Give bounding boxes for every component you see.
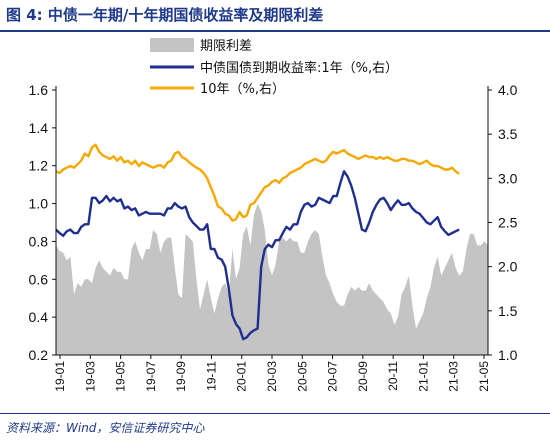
yield-lines-group [55,143,460,341]
legend-label-spread: 期限利差 [200,39,252,54]
figure-title: 图 4: 中债一年期/十年期国债收益率及期限利差 [6,4,323,25]
x-tick-label: 19-05 [114,361,128,392]
left-tick-label: 1.6 [29,82,49,98]
bottom-rule [0,413,550,414]
spread-area [56,203,488,355]
right-tick-label: 2.0 [498,259,518,275]
left-tick-label: 1.4 [29,120,49,136]
axes-group: 0.2 0.4 0.6 0.8 1.0 1.2 1.4 1.6 1.0 1.5 2.0 2.5 3.0 3… [29,82,518,392]
figure-label: 图 4: [6,6,43,24]
x-tick-label: 21-03 [447,361,461,392]
left-tick-label: 0.4 [29,309,49,325]
left-tick-label: 0.2 [29,347,49,363]
right-tick-label: 3.0 [498,170,518,186]
x-tick-label: 20-01 [235,361,249,392]
x-tick-label: 20-05 [295,361,309,392]
source-note: 资料来源：Wind，安信证券研究中心 [6,421,205,435]
x-tick-label: 21-05 [477,361,491,392]
x-tick-label: 20-11 [386,361,400,391]
x-tick-label: 19-03 [83,361,97,392]
right-tick-label: 3.5 [498,126,518,142]
right-tick-label: 1.5 [498,303,518,319]
spread-area-group [56,203,488,355]
left-tick-label: 1.0 [29,196,49,212]
figure-title-text: 中债一年期/十年期国债收益率及期限利差 [47,6,324,24]
legend-label-1y: 中债国债到期收益率:1年（%,右） [200,60,398,76]
x-tick-label: 19-09 [174,361,188,392]
left-tick-label: 1.2 [29,158,49,174]
x-tick-label: 19-07 [144,361,158,392]
right-tick-label: 1.0 [498,347,518,363]
x-tick-label: 20-03 [265,361,279,392]
right-tick-label: 2.5 [498,215,518,231]
legend-label-10y: 10年（%,右） [200,82,285,97]
yield-chart: 0.2 0.4 0.6 0.8 1.0 1.2 1.4 1.6 1.0 1.5 2.0 2.5 3.0 3… [29,38,518,392]
left-tick-label: 0.8 [29,233,49,249]
left-tick-label: 0.6 [29,271,49,287]
legend-swatch-spread [150,38,194,52]
yield-1y-line [55,170,460,341]
x-tick-label: 20-07 [326,361,340,392]
x-tick-label: 21-01 [416,361,430,392]
x-tick-label: 20-09 [356,361,370,392]
right-tick-label: 4.0 [498,82,518,98]
yield-10y-line [55,143,460,222]
x-tick-label: 19-11 [204,361,218,391]
x-tick-label: 19-01 [53,361,67,392]
legend: 期限利差 中债国债到期收益率:1年（%,右） 10年（%,右） [150,38,398,97]
title-rule [0,30,550,32]
